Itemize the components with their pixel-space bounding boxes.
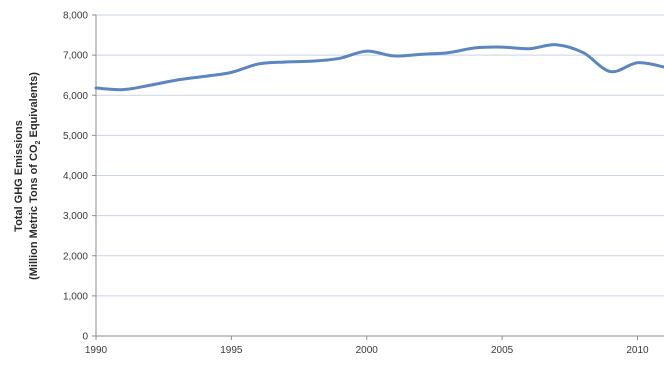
x-tick-label: 2010 [626,345,649,356]
y-tick-label: 7,000 [63,51,88,62]
emissions-series-line [94,43,664,92]
y-tick-label: 0 [82,332,88,343]
y-tick-label: 8,000 [63,11,88,22]
y-axis-title-line1: Total GHG Emissions [13,120,25,232]
y-axis-title: Total GHG Emissions (Million Metric Tons… [13,72,42,280]
y-tick-label: 1,000 [63,291,88,302]
y-axis-tick-labels: 0 1,000 2,000 3,000 4,000 5,000 6,000 7,000 8,00… [63,11,88,343]
y-tick-label: 5,000 [63,131,88,142]
y-tick-label: 6,000 [63,91,88,102]
x-tick-label: 2000 [356,345,379,356]
axes [92,14,664,340]
x-tick-label: 2005 [491,345,514,356]
y-axis-title-line2: (Million Metric Tons of CO2 Equivalents) [28,72,42,280]
y-tick-label: 2,000 [63,251,88,262]
gridlines [96,14,664,297]
y-tick-label: 4,000 [63,171,88,182]
x-tick-label: 1990 [85,345,108,356]
x-axis-tick-labels: 1990 1995 2000 2005 2010 [85,345,649,356]
x-tick-label: 1995 [220,345,243,356]
series-group [94,43,664,92]
y-tick-label: 3,000 [63,211,88,222]
